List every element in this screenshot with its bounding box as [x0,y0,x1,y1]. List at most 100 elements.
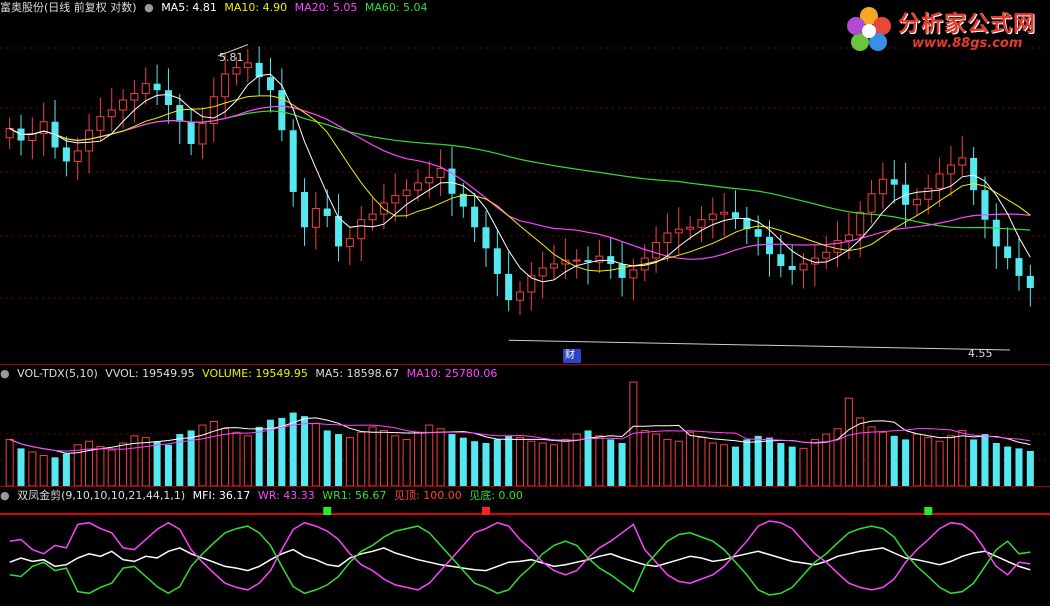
volume-bar [482,442,490,486]
volume-bar [912,433,921,487]
bottom-signal-value: 见底: 0.00 [469,489,523,502]
indicator-wr-line [9,520,1031,591]
candle-body [471,206,479,228]
volume-bar [538,442,547,487]
site-logo: 分析家公式网 www.88gs.com [842,4,1042,56]
candle-body [73,150,82,162]
volume-bar [436,428,445,487]
volume-bar [799,447,808,487]
candle-body [788,265,796,270]
volume-bar [754,435,762,486]
volume-bar [391,435,400,487]
candle-body [652,242,661,259]
circle-icon[interactable]: ● [144,1,154,14]
candle-body [482,227,490,249]
ma10-line [9,95,1031,272]
candle-body [686,226,695,230]
vvol-value: VVOL: 19549.95 [105,367,195,380]
candle-body [62,147,70,162]
volume-bar [935,440,944,487]
event-badge[interactable]: 财 [563,349,581,363]
candle-body [572,259,581,262]
signal-marker [323,507,332,515]
volume-bar [425,424,434,487]
volume-bar [73,444,82,487]
candle-body [176,105,184,122]
volume-bar [708,442,717,487]
volume-bar [890,435,898,486]
ma20-line [9,105,1031,260]
panel-divider [0,486,1050,487]
candle-body [663,232,672,244]
candle-body [96,116,105,131]
volume-bar [1004,446,1012,486]
volume-bar [459,437,467,486]
volume-bar [720,444,729,487]
candle-body [289,130,297,192]
vol-ma5-value: MA5: 18598.67 [315,367,400,380]
volume-bar [902,439,910,486]
volume-bar [493,439,501,486]
candle-body [278,90,286,131]
volume-bar [345,437,354,487]
low-pointer [508,339,1011,351]
price-legend: 富奥股份(日线 前复权 对数) ● MA5: 4.81 MA10: 4.90 M… [0,1,432,15]
volume-bar [335,434,343,486]
volume-bar [379,429,388,487]
candle-body [164,90,172,106]
candle-body [198,122,207,145]
volume-bar [209,420,218,487]
candle-body [697,219,706,228]
volume-bar [1026,450,1034,486]
volume-bar [141,437,150,487]
candle-body [618,263,626,278]
volume-bar [402,438,411,487]
volume-value: VOLUME: 19549.95 [202,367,308,380]
volume-bar [856,417,865,487]
volume-bar [924,437,933,487]
volume-bar [278,417,286,486]
circle-icon[interactable]: ● [0,489,10,502]
candle-body [402,189,411,197]
logo-url[interactable]: www.88gs.com [912,36,1023,51]
volume-bar [981,434,989,486]
candle-body [311,208,320,228]
volume-bar [51,457,59,486]
volume-bar [505,435,513,486]
candle-body [266,77,275,91]
volume-bar [686,431,695,487]
volume-bar [515,437,525,487]
volume-title: VOL-TDX(5,10) [17,367,98,380]
volume-bar [164,444,172,486]
candle-body [867,193,876,213]
volume-bar [471,441,479,486]
candle-body [1026,275,1034,288]
volume-bar [187,430,195,486]
mfi-value: MFI: 36.17 [192,489,251,502]
signal-marker [481,507,490,515]
volume-bar [413,431,422,487]
candle-body [538,267,547,277]
candle-body [391,195,400,204]
candle-body [425,176,434,184]
volume-bar [130,435,139,487]
candle-body [924,187,933,200]
candle-body [345,238,354,247]
low-price-mark: 4.55 [968,347,993,360]
volume-bar [844,397,853,487]
vol-ma10-value: MA10: 25780.06 [406,367,498,380]
candle-body [912,198,921,206]
candle-body [255,62,263,78]
candle-body [561,259,570,265]
volume-bar [674,440,683,487]
indicator-wr1-line [9,525,1031,596]
circle-icon[interactable]: ● [0,367,10,380]
candle-body [946,164,955,175]
volume-bar [255,426,263,486]
candle-body [5,128,14,139]
volume-bar [357,431,366,487]
high-price-mark: 5.81 [219,51,244,64]
candle-body [822,251,831,259]
